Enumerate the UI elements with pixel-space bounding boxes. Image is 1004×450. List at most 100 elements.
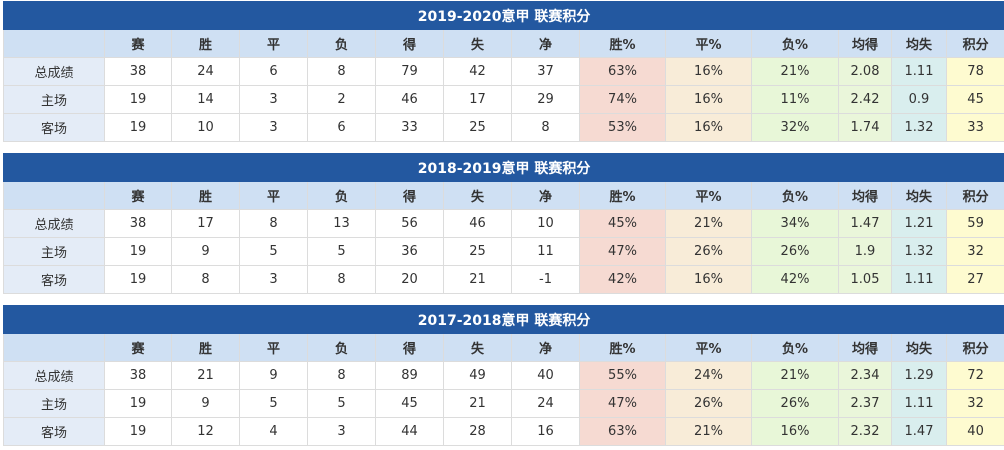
column-header: 均得	[838, 29, 892, 58]
table-row: 主场 19 9 5 5 45 21 24 47% 26% 26% 2.37 1.11 32	[3, 389, 1004, 418]
table-cell: 32	[945, 389, 1004, 418]
table-cell: 17	[443, 85, 512, 114]
table-cell: 20	[375, 265, 444, 294]
table-cell: 47%	[579, 237, 666, 266]
table-cell: 56	[375, 209, 444, 238]
table-cell: 3	[307, 417, 376, 446]
header-row: 赛胜平负得失净胜% 平% 负% 均得 均失 积分	[3, 29, 1004, 58]
column-header: 负%	[751, 181, 839, 210]
column-header: 平	[239, 181, 308, 210]
table-cell: 13	[307, 209, 376, 238]
column-header: 胜%	[579, 29, 666, 58]
table-cell: 63%	[579, 57, 666, 86]
table-cell: 5	[239, 389, 308, 418]
column-header: 胜	[171, 333, 240, 362]
table-cell: 42	[443, 57, 512, 86]
column-header: 平	[239, 333, 308, 362]
table-cell: 25	[443, 237, 512, 266]
column-header: 净	[511, 333, 580, 362]
table-cell: 9	[171, 237, 240, 266]
table-cell: 21	[443, 265, 512, 294]
table-cell: 2	[307, 85, 376, 114]
table-cell: 3	[239, 85, 308, 114]
table-cell: 27	[945, 265, 1004, 294]
table-cell: 2.37	[838, 389, 892, 418]
column-header: 积分	[945, 333, 1004, 362]
table-cell: 21	[443, 389, 512, 418]
table-cell: 19	[104, 265, 172, 294]
table-cell: 3	[239, 113, 308, 142]
table-cell: 1.74	[838, 113, 892, 142]
table-cell: 59	[945, 209, 1004, 238]
table-cell: 11	[511, 237, 580, 266]
table-cell: 16%	[665, 265, 752, 294]
column-header: 均失	[891, 333, 947, 362]
table-cell: 6	[239, 57, 308, 86]
table-cell: 45	[375, 389, 444, 418]
table-cell: 42%	[579, 265, 666, 294]
table-cell: 3	[239, 265, 308, 294]
table-cell: 5	[307, 237, 376, 266]
column-header: 净	[511, 29, 580, 58]
row-label: 客场	[3, 113, 105, 142]
table-cell: 26%	[665, 389, 752, 418]
column-header: 平	[239, 29, 308, 58]
table-cell: 2.32	[838, 417, 892, 446]
table-cell: 1.11	[891, 265, 947, 294]
table-cell: 12	[171, 417, 240, 446]
table-cell: 1.11	[891, 57, 947, 86]
row-label: 主场	[3, 237, 105, 266]
column-header: 平%	[665, 333, 752, 362]
row-label: 客场	[3, 417, 105, 446]
table-cell: 19	[104, 113, 172, 142]
header-row: 赛胜平负得失净胜% 平% 负% 均得 均失 积分	[3, 181, 1004, 210]
column-header: 得	[375, 181, 444, 210]
table-row: 客场 19 8 3 8 20 21 -1 42% 16% 42% 1.05 1.11 27	[3, 265, 1004, 294]
standings-table-2: 2017-2018意甲 联赛积分赛胜平负得失净胜% 平% 负% 均得 均失 积分 总成绩 38…	[2, 305, 1004, 446]
column-header: 平%	[665, 181, 752, 210]
column-header: 胜%	[579, 333, 666, 362]
table-cell: 16%	[751, 417, 839, 446]
table-cell: 5	[239, 237, 308, 266]
table-cell: 19	[104, 237, 172, 266]
column-header: 赛	[104, 181, 172, 210]
column-header: 得	[375, 29, 444, 58]
column-header: 均得	[838, 181, 892, 210]
table-cell: 2.42	[838, 85, 892, 114]
table-cell: 78	[945, 57, 1004, 86]
column-header: 胜	[171, 181, 240, 210]
table-cell: 45	[945, 85, 1004, 114]
table-cell: 38	[104, 361, 172, 390]
table-cell: 21%	[665, 209, 752, 238]
table-cell: 8	[511, 113, 580, 142]
table-cell: 24	[511, 389, 580, 418]
column-header: 积分	[945, 181, 1004, 210]
table-cell: 47%	[579, 389, 666, 418]
table-cell: 19	[104, 417, 172, 446]
table-cell: 89	[375, 361, 444, 390]
column-header: 得	[375, 333, 444, 362]
table-cell: 1.21	[891, 209, 947, 238]
table-cell: 33	[945, 113, 1004, 142]
table-cell: 37	[511, 57, 580, 86]
row-label: 总成绩	[3, 361, 105, 390]
table-cell: 1.29	[891, 361, 947, 390]
table-row: 客场 19 12 4 3 44 28 16 63% 21% 16% 2.32 1.47 40	[3, 417, 1004, 446]
table-title: 2017-2018意甲 联赛积分	[2, 305, 1004, 334]
table-cell: 44	[375, 417, 444, 446]
table-cell: 8	[307, 361, 376, 390]
row-label: 主场	[3, 389, 105, 418]
table-cell: 53%	[579, 113, 666, 142]
table-cell: 26%	[751, 237, 839, 266]
column-header: 负%	[751, 333, 839, 362]
table-cell: 0.9	[891, 85, 947, 114]
column-header: 平%	[665, 29, 752, 58]
table-cell: 72	[945, 361, 1004, 390]
table-cell: 2.08	[838, 57, 892, 86]
table-cell: 16%	[665, 57, 752, 86]
table-cell: 10	[171, 113, 240, 142]
table-cell: 28	[443, 417, 512, 446]
table-cell: 24%	[665, 361, 752, 390]
table-cell: 8	[239, 209, 308, 238]
table-cell: 1.47	[891, 417, 947, 446]
